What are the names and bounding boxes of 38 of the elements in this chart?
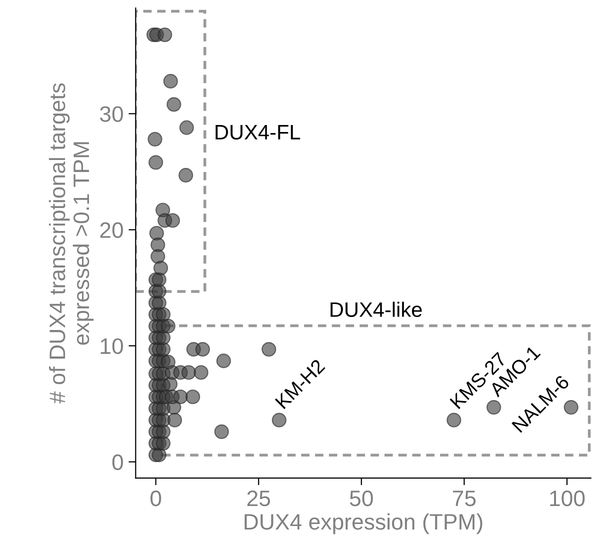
x-tick-label: 0 (150, 490, 162, 506)
x-tick-label: 50 (350, 490, 373, 506)
point (185, 390, 200, 404)
y-tick-label: 30 (100, 106, 123, 122)
point (160, 318, 176, 334)
point (149, 226, 164, 241)
point (446, 412, 462, 428)
point (148, 132, 162, 147)
point (152, 272, 166, 287)
x-tick-label: 75 (452, 490, 476, 506)
annotation: DUX4-FL (216, 125, 300, 140)
y-tick-label: 10 (100, 338, 123, 354)
point (179, 120, 194, 135)
point (156, 307, 171, 322)
point (216, 354, 231, 368)
point (181, 365, 196, 380)
x-tick-label: 25 (247, 490, 270, 506)
point (165, 213, 180, 228)
y-axis-title: # of DUX4 transcriptional targets expressed >0.1 TPM (48, 83, 94, 404)
point (272, 412, 286, 428)
x-tick-label: 100 (550, 490, 585, 506)
y-tick-label: 20 (100, 222, 123, 238)
point (150, 249, 166, 264)
x-axis-title: DUX4 expression (TPM) (244, 513, 482, 534)
point (178, 168, 194, 183)
point (214, 424, 229, 439)
point (262, 342, 276, 357)
point (195, 342, 210, 357)
point (153, 260, 168, 276)
point (173, 390, 188, 404)
point (158, 27, 172, 42)
point (163, 74, 178, 89)
annotation: DUX4-like (330, 302, 422, 318)
point (148, 155, 164, 170)
point (167, 412, 182, 428)
point (194, 365, 208, 380)
point (166, 97, 182, 112)
y-tick-label: 0 (112, 454, 123, 470)
